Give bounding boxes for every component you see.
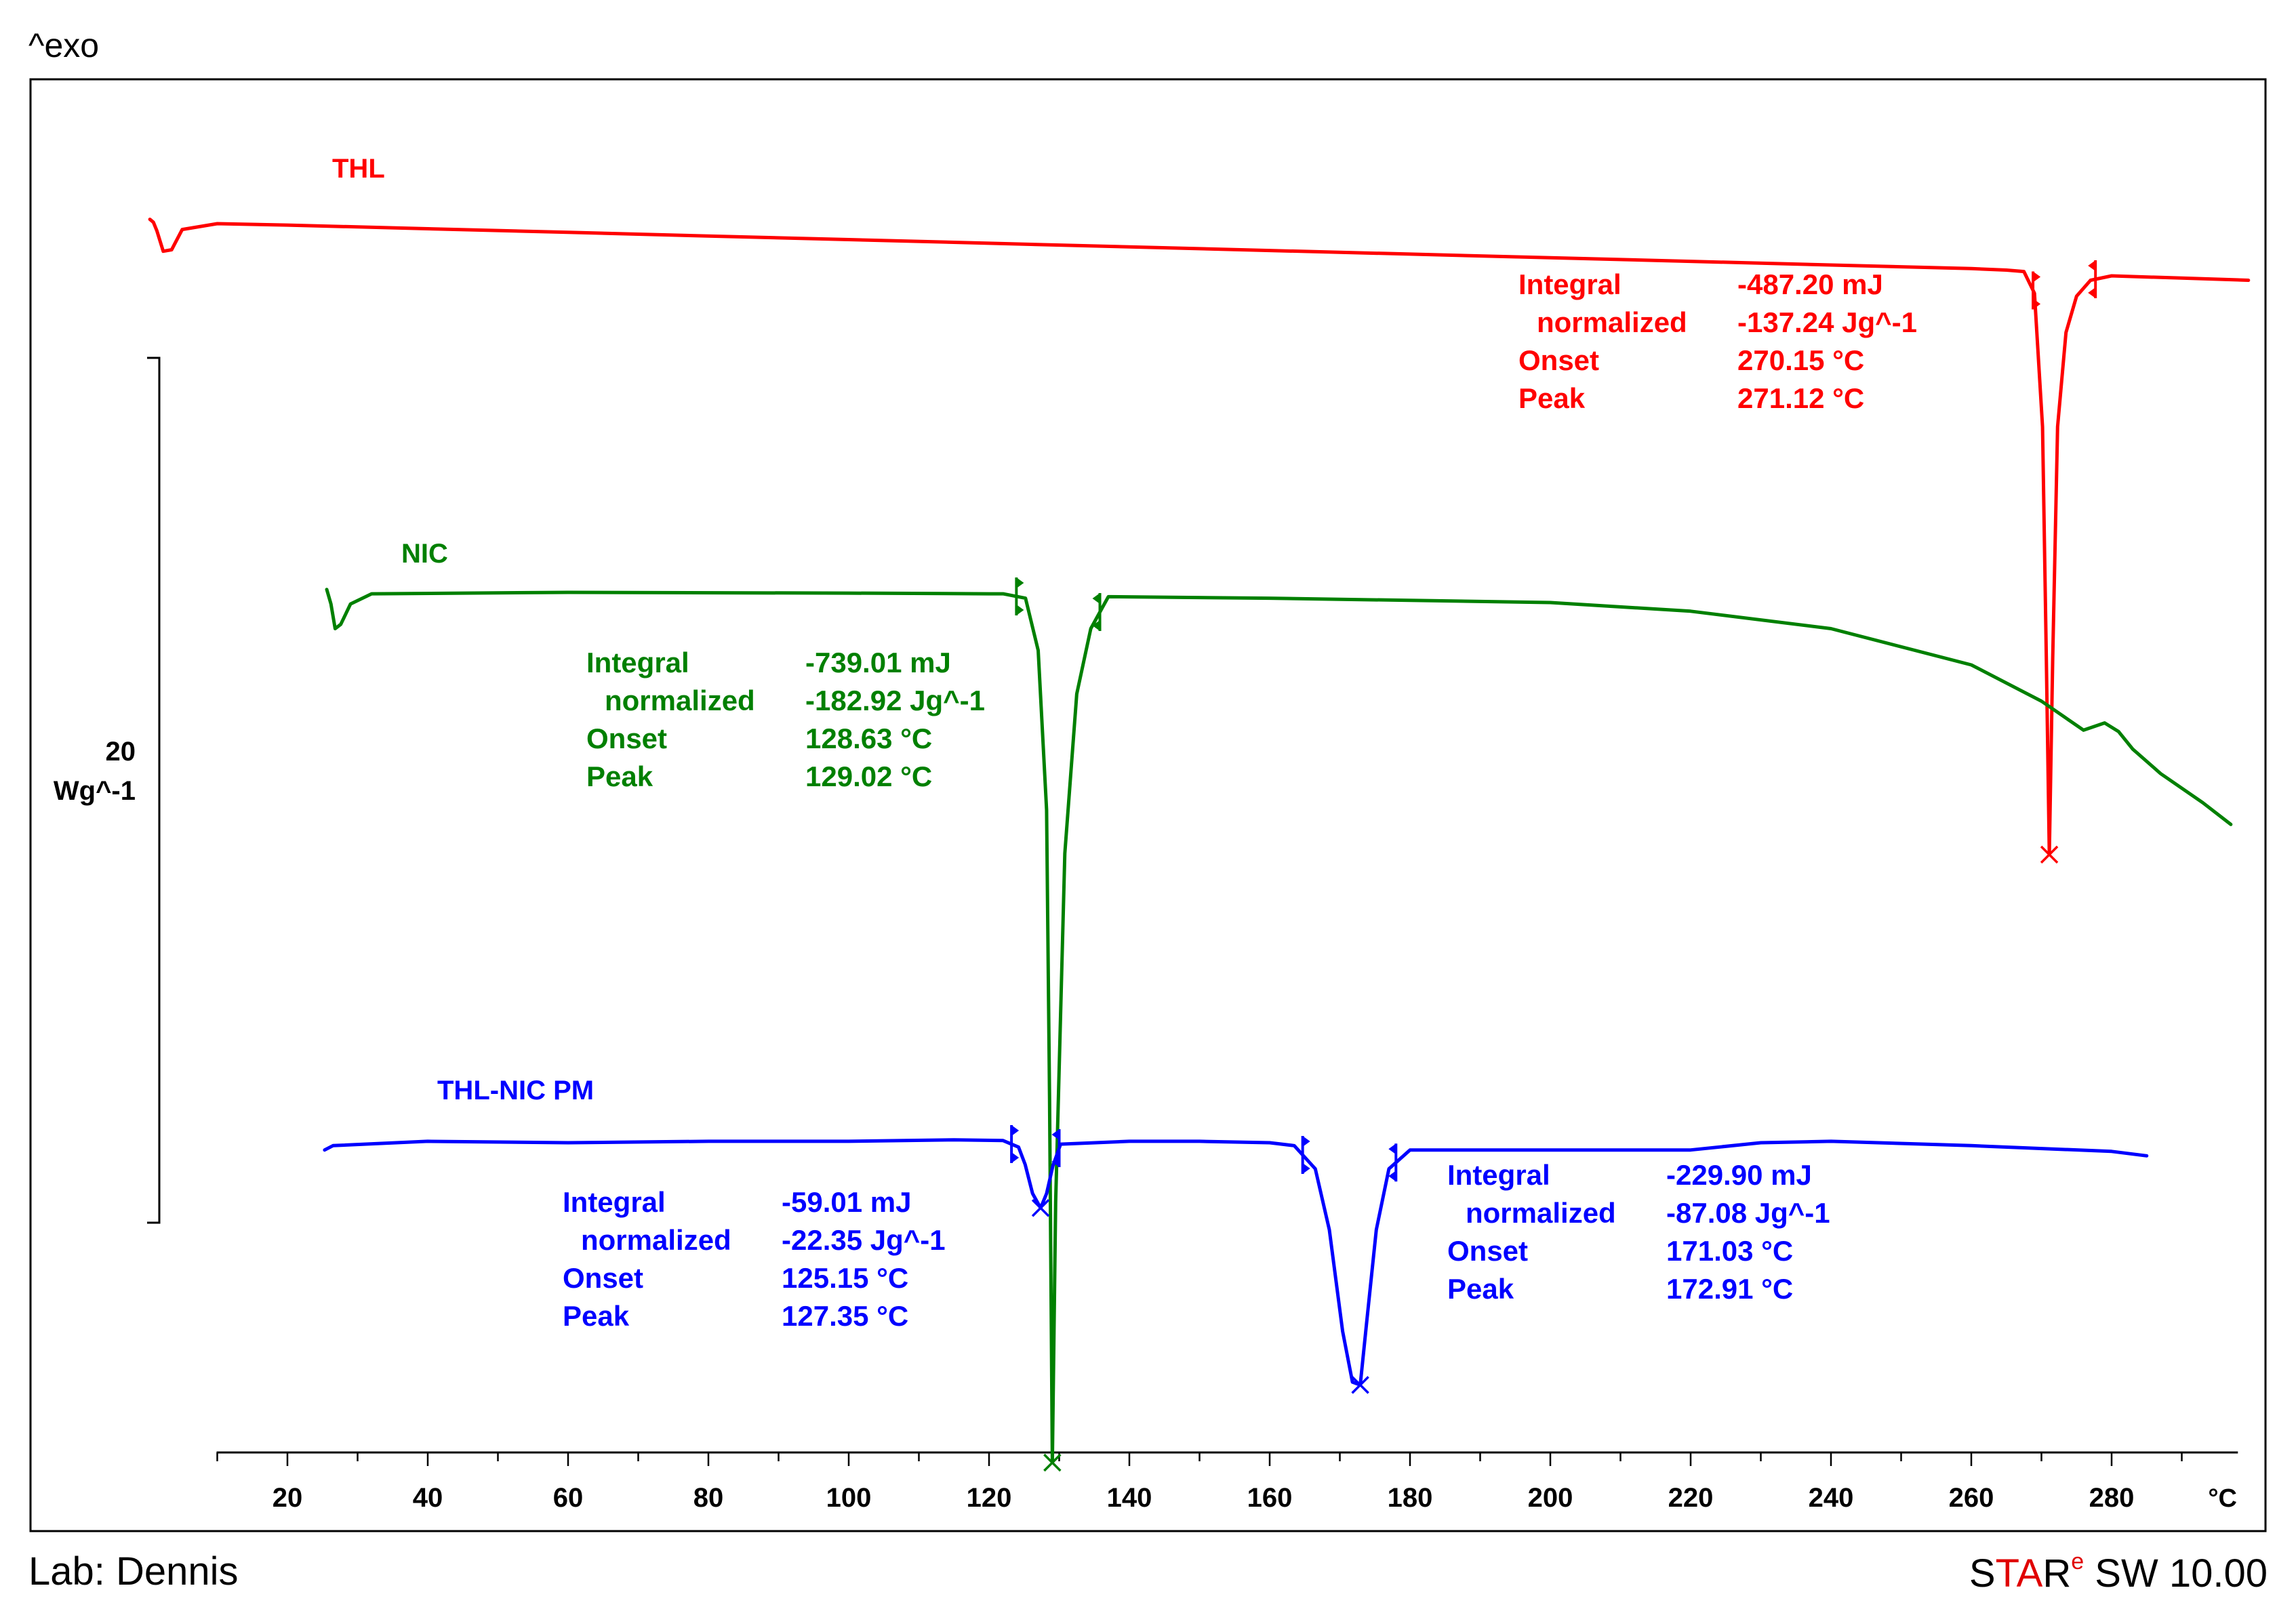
x-tick-label: 200 (1528, 1483, 1573, 1513)
result-value: -229.90 mJ (1666, 1159, 1812, 1191)
exo-direction-label: ^exo (28, 26, 100, 64)
integration-limit-arrow (1051, 1128, 1060, 1140)
x-tick-label: 60 (553, 1483, 584, 1513)
result-value: 128.63 °C (805, 723, 932, 754)
scale-bar-value: 20 (106, 737, 136, 767)
result-value: -59.01 mJ (782, 1186, 911, 1218)
scale-bar-unit: Wg^-1 (54, 776, 136, 806)
result-label: Onset (1518, 344, 1599, 376)
result-label: Peak (1447, 1273, 1514, 1305)
result-label: Peak (563, 1300, 630, 1332)
result-value: -182.92 Jg^-1 (805, 685, 985, 716)
integration-limit-arrow (1011, 1125, 1020, 1137)
result-label: normalized (1466, 1197, 1616, 1229)
series-label-thl: THL (332, 154, 385, 184)
software-version: STARe SW 10.00 (1969, 1549, 2268, 1596)
integration-limit-arrow (2033, 298, 2041, 310)
result-label: normalized (581, 1224, 731, 1256)
x-tick-label: 280 (2089, 1483, 2135, 1513)
series-label-thl-nic-pm: THL-NIC PM (437, 1076, 594, 1105)
annotation-layer: Integral -487.20 mJ normalized -137.24 Jg^-… (563, 260, 2097, 1472)
peak-marker (1031, 1199, 1050, 1217)
x-tick-label: 120 (967, 1483, 1012, 1513)
integration-limit-arrow (1016, 604, 1024, 615)
x-tick-label: 220 (1668, 1483, 1714, 1513)
integration-limit-arrow (2088, 260, 2096, 271)
lab-label: Lab: Dennis (28, 1549, 239, 1593)
software-prefix-s: S (1969, 1551, 1996, 1595)
result-label: Integral (586, 647, 689, 678)
x-tick-label: 140 (1107, 1483, 1152, 1513)
integration-limit-arrow (1016, 577, 1024, 588)
x-tick-label: 240 (1809, 1483, 1854, 1513)
integration-limit-arrow (1051, 1156, 1060, 1167)
result-label: Integral (1447, 1159, 1550, 1191)
result-value: 125.15 °C (782, 1262, 908, 1294)
integration-limit-arrow (1011, 1152, 1020, 1164)
result-value: -137.24 Jg^-1 (1737, 306, 1917, 338)
result-label: Peak (1518, 382, 1586, 414)
integration-limit-arrow (1302, 1162, 1310, 1174)
scale-bar (147, 357, 161, 1224)
peak-marker (1043, 1453, 1062, 1472)
x-tick-label: 260 (1949, 1483, 1994, 1513)
integration-limit-arrow (2088, 287, 2096, 298)
peak-marker (2040, 845, 2059, 864)
result-value: 172.91 °C (1666, 1273, 1793, 1305)
series-line-thl-nic-pm (323, 1138, 2149, 1387)
x-tick-label: 20 (273, 1483, 303, 1513)
result-value: 127.35 °C (782, 1300, 908, 1332)
result-value: 271.12 °C (1737, 382, 1864, 414)
result-label: normalized (1537, 306, 1687, 338)
series-line-thl (148, 218, 2251, 857)
result-label: Onset (1447, 1235, 1528, 1267)
x-unit-label: °C (2208, 1484, 2237, 1513)
result-value: -487.20 mJ (1737, 268, 1883, 300)
series-layer: THL NIC THL-NIC PM (148, 154, 2251, 1465)
integration-limit-arrow (1092, 593, 1100, 605)
software-prefix-r: R (2042, 1551, 2072, 1595)
integration-limit-arrow (1388, 1143, 1396, 1155)
result-label: Onset (586, 723, 667, 754)
peak-marker (1351, 1376, 1369, 1394)
result-value: 129.02 °C (805, 760, 932, 792)
integration-limit-arrow (1388, 1171, 1396, 1182)
x-tick-label: 160 (1247, 1483, 1293, 1513)
result-value: 270.15 °C (1737, 344, 1864, 376)
x-tick-label: 80 (693, 1483, 724, 1513)
result-value: -22.35 Jg^-1 (782, 1224, 946, 1256)
result-label: Peak (586, 760, 653, 792)
integration-limit-arrow (1092, 620, 1100, 632)
integration-limit-arrow (1302, 1135, 1310, 1147)
software-prefix-ta: TA (1995, 1551, 2043, 1595)
result-value: 171.03 °C (1666, 1235, 1793, 1267)
result-value: -739.01 mJ (805, 647, 951, 678)
x-tick-label: 180 (1388, 1483, 1433, 1513)
result-value: -87.08 Jg^-1 (1666, 1197, 1830, 1229)
software-sup: e (2071, 1549, 2084, 1574)
software-suffix: SW 10.00 (2084, 1551, 2268, 1595)
integration-limit-arrow (2033, 271, 2041, 283)
y-scale-bar: 20 Wg^-1 (54, 357, 161, 1224)
result-label: normalized (605, 685, 755, 716)
x-axis: 20 40 60 80 100 120 140 160 180 200 220 240 260 280 °C (216, 1451, 2238, 1513)
result-label: Integral (563, 1186, 666, 1218)
result-label: Integral (1518, 268, 1622, 300)
series-label-nic: NIC (401, 539, 448, 569)
series-line-nic (325, 588, 2233, 1465)
x-tick-label: 100 (826, 1483, 872, 1513)
x-tick-label: 40 (413, 1483, 443, 1513)
plot-frame (29, 78, 2267, 1532)
result-label: Onset (563, 1262, 643, 1294)
